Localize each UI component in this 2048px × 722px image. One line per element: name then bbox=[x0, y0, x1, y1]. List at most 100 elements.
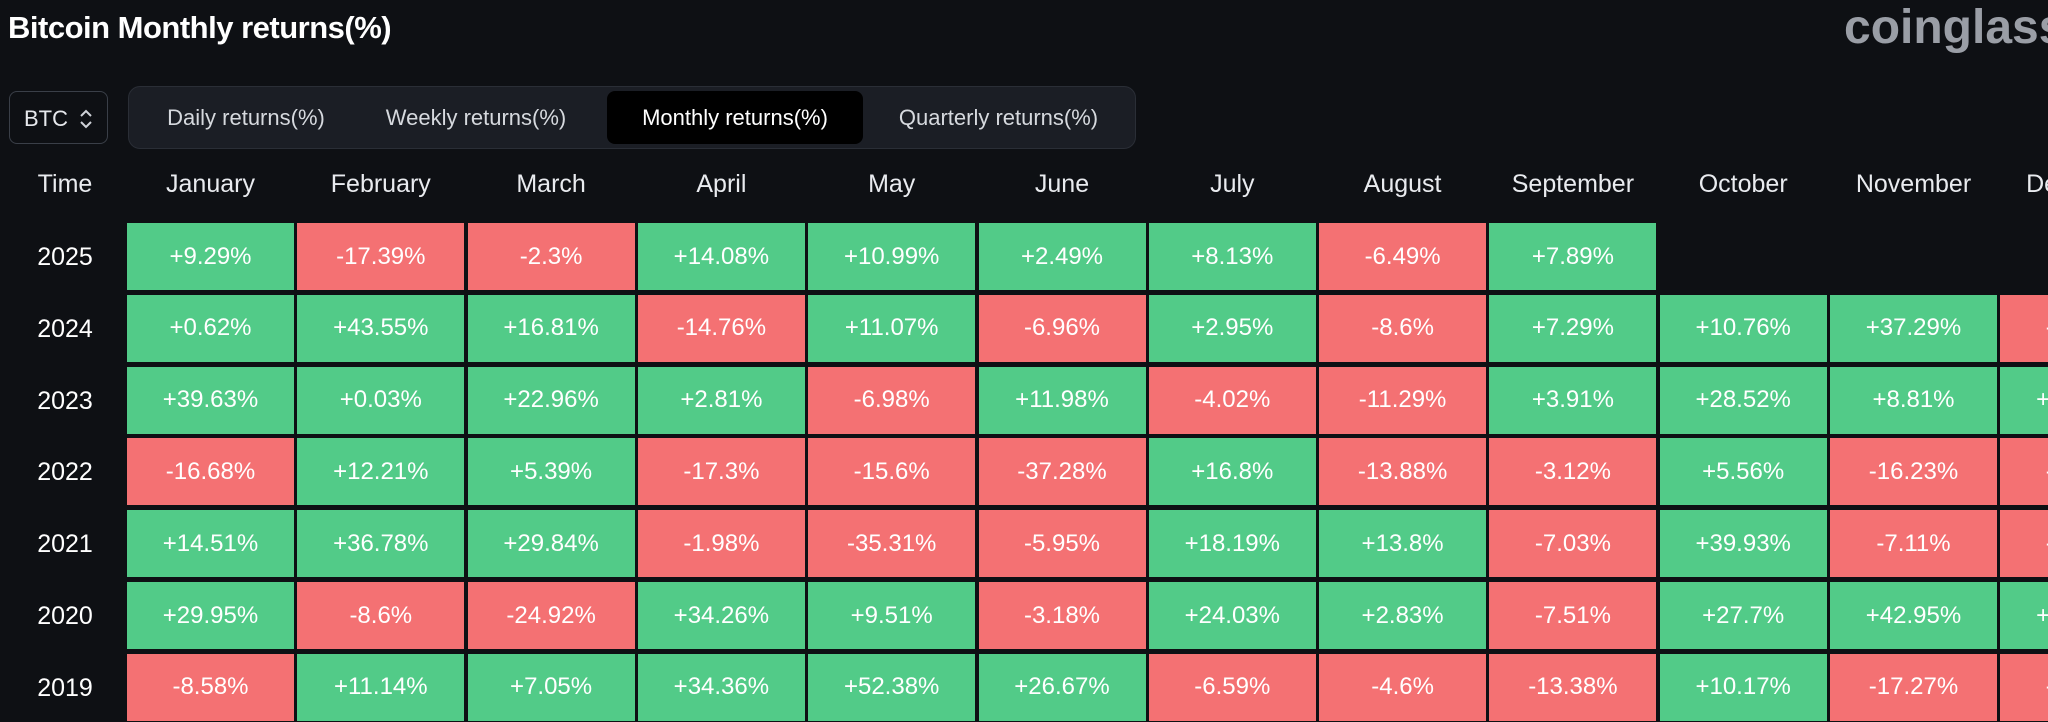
negative-return-cell: -17.27% bbox=[1830, 653, 1997, 721]
column-header: Time bbox=[37, 170, 93, 198]
negative-return-cell: -16.23% bbox=[1830, 438, 1997, 506]
coin-selector[interactable]: BTC bbox=[9, 91, 108, 144]
positive-return-cell: +7.05% bbox=[467, 653, 635, 721]
positive-return-cell: +10.17% bbox=[1659, 653, 1827, 721]
year-label: 2019 bbox=[37, 673, 93, 702]
negative-return-cell: -3.12% bbox=[2000, 294, 2048, 362]
negative-return-cell: -35.31% bbox=[808, 510, 976, 578]
year-label: 2021 bbox=[37, 530, 93, 559]
positive-return-cell: +0.62% bbox=[127, 294, 294, 362]
tab-bar: Daily returns(%) Weekly returns(%) Monthly… bbox=[128, 86, 1136, 149]
positive-return-cell: +46.92% bbox=[2000, 582, 2048, 649]
positive-return-cell: +12.21% bbox=[297, 438, 465, 506]
negative-return-cell: -17.3% bbox=[637, 438, 805, 506]
negative-return-cell: -4.6% bbox=[1319, 653, 1487, 721]
negative-return-cell: -3.12% bbox=[1489, 438, 1657, 506]
tab[interactable]: Weekly returns(%) bbox=[385, 104, 567, 130]
negative-return-cell: -5.95% bbox=[978, 510, 1146, 578]
positive-return-cell: +29.95% bbox=[127, 582, 294, 649]
positive-return-cell: +12.18% bbox=[2000, 366, 2048, 434]
negative-return-cell: -17.39% bbox=[297, 223, 465, 290]
year-label: 2022 bbox=[37, 458, 93, 487]
year-label: 2023 bbox=[37, 386, 93, 415]
year-label: 2020 bbox=[37, 602, 93, 630]
positive-return-cell: +2.81% bbox=[637, 366, 805, 434]
negative-return-cell: -6.59% bbox=[1148, 653, 1316, 721]
negative-return-cell: -2.3% bbox=[467, 223, 635, 290]
positive-return-cell: +14.51% bbox=[127, 510, 294, 578]
negative-return-cell: -13.88% bbox=[1319, 438, 1487, 506]
positive-return-cell: +37.29% bbox=[1830, 294, 1997, 362]
column-header: April bbox=[696, 170, 747, 198]
positive-return-cell: +39.93% bbox=[1659, 510, 1827, 578]
positive-return-cell: +10.76% bbox=[1659, 294, 1827, 362]
positive-return-cell: +5.39% bbox=[467, 438, 635, 506]
negative-return-cell: -16.68% bbox=[127, 438, 294, 506]
negative-return-cell: -7.03% bbox=[1489, 510, 1657, 578]
positive-return-cell: +16.8% bbox=[1148, 438, 1316, 506]
negative-return-cell: -15.6% bbox=[808, 438, 976, 506]
positive-return-cell: +27.7% bbox=[1659, 582, 1827, 649]
tab[interactable]: Quarterly returns(%) bbox=[898, 104, 1099, 130]
positive-return-cell: +43.55% bbox=[297, 294, 465, 362]
positive-return-cell: +52.38% bbox=[808, 653, 976, 721]
positive-return-cell: +10.99% bbox=[808, 223, 976, 290]
column-header: September bbox=[1511, 170, 1635, 198]
positive-return-cell: +3.91% bbox=[1489, 366, 1657, 434]
negative-return-cell: -13.38% bbox=[1489, 653, 1657, 721]
positive-return-cell: +26.67% bbox=[978, 653, 1146, 721]
selector-label: BTC bbox=[24, 106, 68, 131]
negative-return-cell: -6.49% bbox=[1319, 223, 1487, 290]
column-header: December bbox=[2026, 170, 2048, 198]
logo: coinglass bbox=[1844, 1, 2048, 54]
negative-return-cell: -6.96% bbox=[978, 294, 1146, 362]
positive-return-cell: +8.13% bbox=[1148, 223, 1316, 290]
positive-return-cell: +28.52% bbox=[1659, 366, 1827, 434]
positive-return-cell: +7.29% bbox=[1489, 294, 1657, 362]
positive-return-cell: +39.63% bbox=[127, 366, 294, 434]
positive-return-cell: +42.95% bbox=[1830, 582, 1997, 649]
column-header: May bbox=[868, 170, 916, 198]
positive-return-cell: +13.8% bbox=[1319, 510, 1487, 578]
positive-return-cell: +0.03% bbox=[297, 366, 465, 434]
negative-return-cell: -37.28% bbox=[978, 438, 1146, 506]
positive-return-cell: +7.89% bbox=[1489, 223, 1657, 290]
tab[interactable]: Monthly returns(%) bbox=[607, 91, 863, 144]
negative-return-cell: -11.29% bbox=[1319, 366, 1487, 434]
positive-return-cell: +11.07% bbox=[808, 294, 976, 362]
column-header: March bbox=[516, 170, 586, 198]
column-header: July bbox=[1210, 170, 1255, 198]
positive-return-cell: +11.14% bbox=[297, 653, 465, 721]
page-title: Bitcoin Monthly returns(%) bbox=[8, 10, 392, 45]
positive-return-cell: +5.56% bbox=[1659, 438, 1827, 506]
negative-return-cell: -14.76% bbox=[637, 294, 805, 362]
negative-return-cell: -8.6% bbox=[297, 582, 465, 649]
negative-return-cell: -8.58% bbox=[127, 653, 294, 721]
column-header: November bbox=[1855, 170, 1972, 198]
positive-return-cell: +2.83% bbox=[1319, 582, 1487, 649]
column-header: January bbox=[166, 170, 255, 198]
chevron-icon bbox=[80, 109, 92, 129]
negative-return-cell: -6.98% bbox=[808, 366, 976, 434]
positive-return-cell: +14.08% bbox=[637, 223, 805, 290]
positive-return-cell: +34.36% bbox=[637, 653, 805, 721]
positive-return-cell: +16.81% bbox=[467, 294, 635, 362]
column-header: February bbox=[330, 170, 431, 198]
negative-return-cell: -18.9% bbox=[2000, 510, 2048, 578]
positive-return-cell: +2.49% bbox=[978, 223, 1146, 290]
positive-return-cell: +29.84% bbox=[467, 510, 635, 578]
positive-return-cell: +24.03% bbox=[1148, 582, 1316, 649]
negative-return-cell: -5.15% bbox=[2000, 653, 2048, 721]
positive-return-cell: +22.96% bbox=[467, 366, 635, 434]
year-label: 2024 bbox=[37, 314, 93, 343]
year-label: 2025 bbox=[37, 243, 93, 271]
positive-return-cell: +34.26% bbox=[637, 582, 805, 649]
positive-return-cell: +11.98% bbox=[978, 366, 1146, 434]
positive-return-cell: +9.51% bbox=[808, 582, 976, 649]
negative-return-cell: -7.11% bbox=[1830, 510, 1997, 578]
negative-return-cell: -3.18% bbox=[978, 582, 1146, 649]
tab[interactable]: Daily returns(%) bbox=[167, 104, 325, 130]
negative-return-cell: -1.98% bbox=[637, 510, 805, 578]
